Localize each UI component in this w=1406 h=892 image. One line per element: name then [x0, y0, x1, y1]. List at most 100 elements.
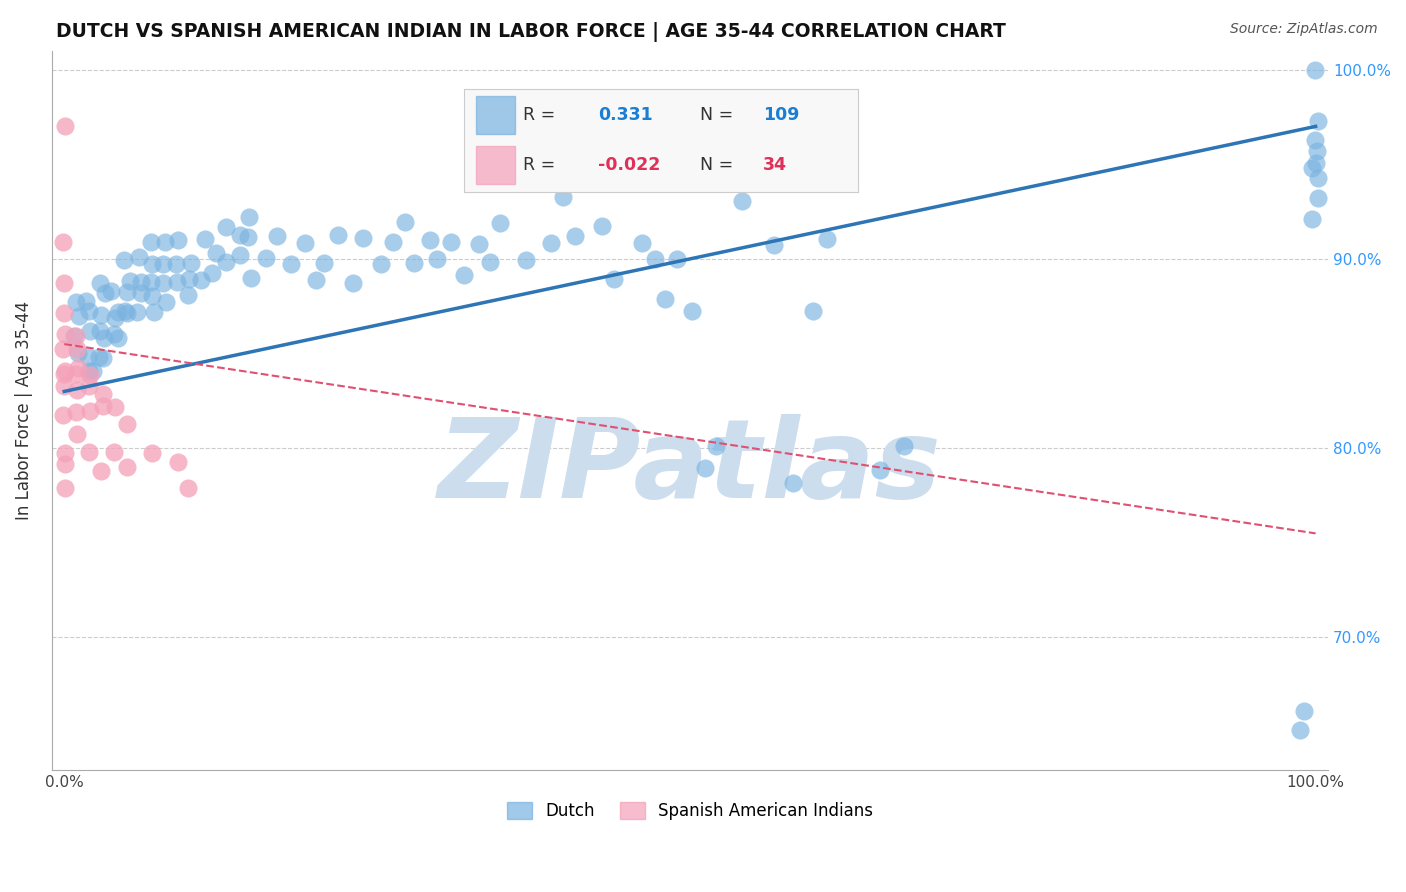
Point: [79, 303, 101, 318]
Point: [1306, 144, 1329, 158]
Text: DUTCH VS SPANISH AMERICAN INDIAN IN LABOR FORCE | AGE 35-44 CORRELATION CHART: DUTCH VS SPANISH AMERICAN INDIAN IN LABO…: [56, 22, 1007, 42]
Point: [143, 305, 166, 319]
Point: [1306, 192, 1329, 206]
Point: [166, 275, 188, 289]
Point: [53, 379, 76, 393]
Point: [515, 253, 537, 268]
Point: [280, 257, 302, 271]
Point: [107, 331, 129, 345]
Point: [893, 439, 915, 453]
Point: [65, 329, 87, 343]
Point: [238, 230, 260, 244]
Point: [153, 235, 176, 249]
Point: [1306, 170, 1329, 185]
Point: [112, 252, 135, 267]
Point: [75, 293, 97, 308]
Text: ZIPatlas: ZIPatlas: [439, 415, 942, 522]
Point: [1305, 156, 1327, 170]
Point: [87, 351, 110, 365]
Point: [79, 404, 101, 418]
Point: [1303, 63, 1326, 78]
Point: [94, 285, 117, 300]
Point: [104, 311, 127, 326]
Point: [103, 445, 125, 459]
Text: R =: R =: [523, 106, 555, 124]
Point: [370, 257, 392, 271]
Point: [79, 368, 101, 383]
Point: [782, 476, 804, 491]
Point: [53, 368, 76, 382]
Point: [1301, 212, 1323, 227]
Point: [52, 306, 75, 320]
Point: [52, 342, 75, 356]
Point: [107, 305, 129, 319]
Bar: [475, 96, 515, 135]
Point: [404, 255, 426, 269]
Point: [91, 399, 114, 413]
Point: [53, 446, 76, 460]
Point: [419, 233, 441, 247]
Point: [90, 308, 112, 322]
Point: [177, 481, 200, 495]
Point: [115, 285, 138, 299]
Point: [215, 219, 238, 234]
Point: [1306, 114, 1329, 128]
Point: [815, 232, 838, 246]
Point: [180, 256, 202, 270]
Point: [440, 235, 463, 249]
Point: [205, 246, 228, 260]
Point: [89, 276, 111, 290]
Point: [654, 293, 676, 307]
Point: [128, 250, 150, 264]
Point: [93, 331, 115, 345]
Point: [65, 405, 87, 419]
Point: [115, 306, 138, 320]
Point: [312, 256, 335, 270]
Point: [488, 216, 510, 230]
Point: [91, 386, 114, 401]
Point: [167, 233, 190, 247]
Point: [100, 285, 122, 299]
Point: [53, 364, 76, 378]
Point: [763, 238, 786, 252]
Point: [77, 379, 100, 393]
Point: [89, 325, 111, 339]
Point: [352, 231, 374, 245]
Point: [53, 458, 76, 472]
Bar: [475, 145, 515, 184]
Point: [79, 324, 101, 338]
Point: [82, 364, 104, 378]
Point: [603, 272, 626, 286]
Text: N =: N =: [700, 155, 734, 174]
Point: [127, 305, 149, 319]
Point: [141, 289, 163, 303]
Point: [228, 228, 250, 243]
Point: [745, 173, 768, 187]
Point: [103, 327, 125, 342]
Point: [52, 408, 75, 422]
Text: R =: R =: [523, 155, 555, 174]
Point: [731, 194, 754, 208]
Point: [1294, 705, 1316, 719]
Point: [215, 255, 238, 269]
Point: [591, 219, 613, 233]
Point: [1303, 133, 1326, 147]
Point: [141, 446, 163, 460]
Point: [62, 328, 84, 343]
Text: Source: ZipAtlas.com: Source: ZipAtlas.com: [1230, 22, 1378, 37]
Point: [65, 294, 87, 309]
Point: [52, 276, 75, 290]
Point: [52, 235, 75, 249]
Point: [478, 255, 501, 269]
Point: [115, 459, 138, 474]
Point: [666, 252, 689, 266]
Point: [129, 285, 152, 300]
Point: [468, 236, 491, 251]
Point: [381, 235, 404, 249]
Point: [305, 273, 328, 287]
Point: [553, 190, 575, 204]
Point: [695, 461, 717, 475]
Point: [201, 266, 224, 280]
Text: 109: 109: [763, 106, 800, 124]
Point: [167, 455, 190, 469]
